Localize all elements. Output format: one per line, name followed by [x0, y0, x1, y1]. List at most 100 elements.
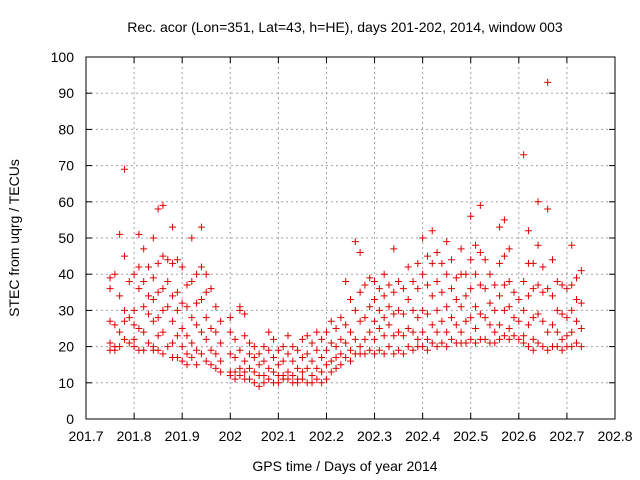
data-point-plus	[130, 270, 138, 278]
data-point-plus	[428, 321, 436, 329]
data-point-plus	[241, 310, 249, 318]
data-point-plus	[467, 256, 475, 264]
data-point-plus	[404, 296, 412, 304]
data-point-plus	[265, 328, 273, 336]
data-point-plus	[380, 332, 388, 340]
x-tick-label: 202.6	[501, 428, 536, 444]
data-point-plus	[496, 321, 504, 329]
data-point-plus	[308, 379, 316, 387]
data-point-plus	[159, 285, 167, 293]
data-point-plus	[250, 379, 258, 387]
data-point-plus	[318, 368, 326, 376]
x-tick-label: 202.1	[261, 428, 296, 444]
data-point-plus	[241, 368, 249, 376]
data-point-plus	[443, 270, 451, 278]
data-point-plus	[135, 263, 143, 271]
data-point-plus	[159, 350, 167, 358]
data-point-plus	[486, 321, 494, 329]
data-point-plus	[558, 310, 566, 318]
data-point-plus	[178, 343, 186, 351]
data-point-plus	[303, 364, 311, 372]
y-tick-label: 50	[58, 230, 74, 246]
data-point-plus	[462, 270, 470, 278]
data-point-plus	[467, 212, 475, 220]
data-point-plus	[298, 335, 306, 343]
data-point-plus	[130, 321, 138, 329]
y-tick-label: 90	[58, 85, 74, 101]
data-point-plus	[409, 328, 417, 336]
data-point-plus	[207, 346, 215, 354]
data-point-plus	[106, 339, 114, 347]
data-point-plus	[539, 288, 547, 296]
data-point-plus	[313, 375, 321, 383]
data-point-plus	[116, 292, 124, 300]
data-point-plus	[520, 151, 528, 159]
data-point-plus	[472, 325, 480, 332]
data-point-plus	[515, 296, 523, 304]
data-point-plus	[202, 314, 210, 322]
x-tick-label: 202.5	[453, 428, 488, 444]
data-point-plus	[116, 230, 124, 238]
data-point-plus	[241, 357, 249, 365]
data-point-plus	[322, 346, 330, 354]
data-point-plus	[534, 198, 542, 206]
data-point-plus	[447, 314, 455, 322]
data-point-plus	[534, 310, 542, 318]
data-point-plus	[399, 285, 407, 293]
data-point-plus	[380, 292, 388, 300]
data-point-plus	[164, 303, 172, 311]
data-point-plus	[202, 270, 210, 278]
data-point-plus	[337, 335, 345, 343]
data-point-plus	[207, 285, 215, 293]
data-point-plus	[279, 343, 287, 351]
data-point-plus	[404, 343, 412, 351]
data-point-plus	[385, 281, 393, 289]
data-point-plus	[347, 296, 354, 304]
data-point-plus	[438, 259, 446, 267]
data-point-plus	[573, 296, 581, 304]
data-point-plus	[193, 346, 201, 354]
data-point-plus	[409, 306, 417, 314]
data-point-plus	[395, 346, 403, 354]
data-point-plus	[481, 285, 489, 293]
data-point-plus	[202, 288, 210, 296]
x-axis-title: GPS time / Days of year 2014	[252, 458, 437, 474]
data-point-plus	[433, 343, 441, 351]
data-point-plus	[366, 274, 374, 282]
data-point-plus	[173, 256, 181, 264]
data-point-plus	[462, 292, 470, 300]
data-point-plus	[111, 321, 119, 329]
data-point-plus	[327, 317, 335, 325]
data-point-plus	[433, 306, 441, 314]
data-point-plus	[361, 335, 369, 343]
data-point-plus	[250, 368, 258, 376]
data-point-plus	[246, 339, 254, 347]
data-point-plus	[457, 303, 465, 311]
data-point-plus	[356, 248, 364, 256]
data-point-plus	[246, 375, 254, 383]
data-point-plus	[361, 314, 369, 322]
data-point-plus	[380, 270, 388, 278]
data-point-plus	[212, 364, 220, 372]
data-point-plus	[390, 288, 398, 296]
data-point-plus	[472, 270, 480, 278]
data-point-plus	[534, 281, 542, 289]
data-point-plus	[125, 314, 133, 322]
data-point-plus	[452, 274, 460, 282]
y-tick-label: 0	[66, 411, 74, 427]
data-point-plus	[149, 274, 157, 282]
data-point-plus	[563, 285, 571, 293]
data-point-plus	[428, 292, 436, 300]
data-point-plus	[327, 339, 335, 347]
data-point-plus	[491, 339, 499, 347]
data-point-plus	[361, 281, 369, 289]
data-point-plus	[399, 310, 407, 318]
data-point-plus	[361, 350, 369, 358]
data-point-plus	[260, 357, 268, 365]
data-point-plus	[491, 306, 499, 314]
data-point-plus	[116, 328, 124, 336]
data-point-plus	[520, 339, 528, 347]
data-point-plus	[356, 317, 364, 325]
data-point-plus	[500, 216, 508, 224]
